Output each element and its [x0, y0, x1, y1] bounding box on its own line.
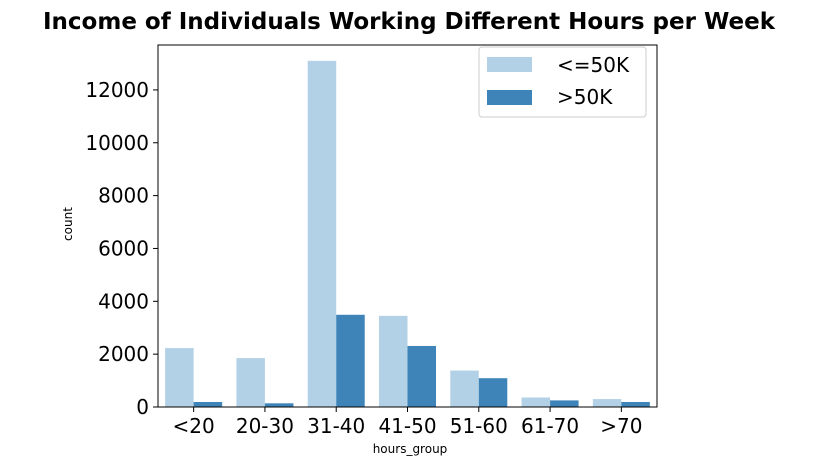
x-tick-label: 41-50 — [378, 414, 436, 438]
plot-frame — [157, 44, 658, 408]
x-tick-label: 31-40 — [307, 414, 365, 438]
bar-0-0 — [165, 348, 194, 407]
bar-0-4 — [450, 370, 479, 407]
y-tick-label: 8000 — [98, 184, 149, 208]
chart-title: Income of Individuals Working Different … — [43, 9, 776, 35]
x-tick-label: 51-60 — [450, 414, 508, 438]
bar-0-3 — [378, 315, 408, 407]
x-tick-label: >70 — [600, 414, 642, 438]
x-tick-label: 20-30 — [236, 414, 294, 438]
bar-0-5 — [521, 397, 551, 407]
y-tick-label: 2000 — [98, 342, 149, 366]
x-tick-label: 61-70 — [521, 414, 579, 438]
bar-1-2 — [336, 314, 365, 407]
bar-0-1 — [236, 358, 265, 407]
bar-0-6 — [592, 399, 622, 407]
legend-swatch-gt50k — [487, 90, 532, 105]
bar-1-3 — [407, 345, 437, 407]
x-tick-label: <20 — [173, 414, 215, 438]
y-tick-label: 6000 — [98, 236, 149, 260]
x-axis-ticks: <20 20-30 31-40 41-50 51-60 61-70 >70 — [173, 407, 642, 438]
legend-label-gt50k: >50K — [557, 85, 613, 109]
y-axis-ticks: 0 2000 4000 6000 8000 10000 12000 — [85, 78, 158, 419]
bar-1-0 — [193, 401, 223, 407]
bar-0-2 — [307, 60, 337, 408]
y-tick-label: 10000 — [85, 131, 149, 155]
legend-swatch-le50k — [487, 57, 532, 72]
bar-1-1 — [264, 403, 294, 407]
bar-1-6 — [621, 401, 650, 407]
y-tick-label: 0 — [136, 395, 149, 419]
legend: <=50K >50K — [478, 46, 647, 118]
bar-1-4 — [478, 378, 508, 407]
y-axis-label: count — [61, 207, 75, 241]
bar-1-5 — [550, 400, 579, 407]
y-tick-label: 12000 — [85, 78, 149, 102]
bars — [165, 60, 650, 408]
y-tick-label: 4000 — [98, 289, 149, 313]
legend-label-le50k: <=50K — [557, 53, 630, 77]
x-axis-label: hours_group — [373, 442, 448, 456]
